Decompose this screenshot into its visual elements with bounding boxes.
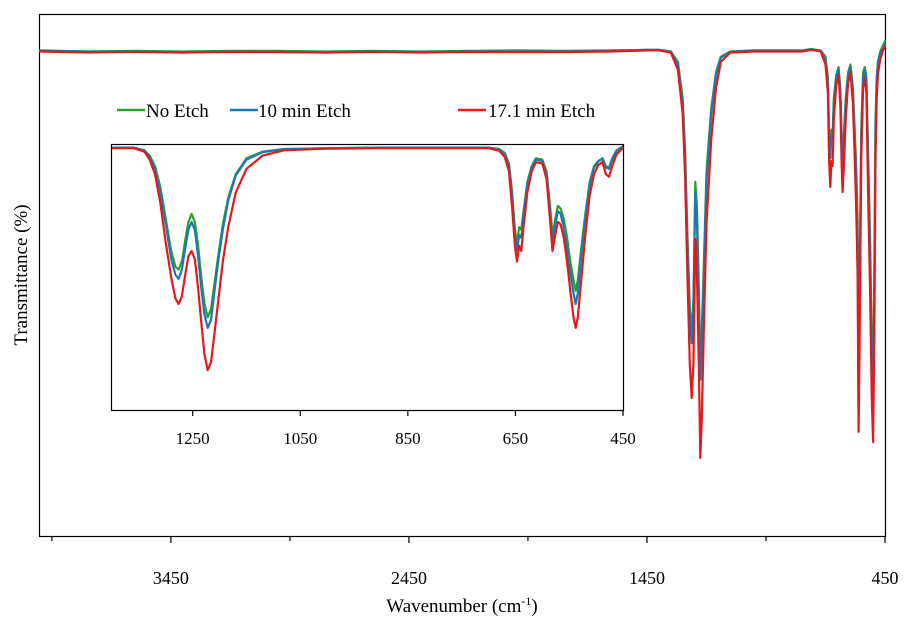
main-x-tick-label: 1450 bbox=[629, 568, 665, 588]
x-axis-label-suffix: ) bbox=[531, 596, 537, 617]
x-axis-label-main: Wavenumber (cm bbox=[386, 596, 521, 617]
legend-label-10-min-etch: 10 min Etch bbox=[258, 101, 351, 122]
x-axis-label: Wavenumber (cm-1) bbox=[386, 594, 537, 617]
legend-label-no-etch: No Etch bbox=[146, 101, 209, 122]
inset-x-tick-label: 850 bbox=[395, 429, 421, 448]
inset-x-tick-label: 650 bbox=[503, 429, 529, 448]
main-x-tick-label: 450 bbox=[872, 568, 899, 588]
inset-x-tick-label: 450 bbox=[610, 429, 636, 448]
main-x-tick-label: 2450 bbox=[391, 568, 427, 588]
main-x-tick-label: 3450 bbox=[153, 568, 189, 588]
legend-label-17-min-etch: 17.1 min Etch bbox=[488, 101, 596, 122]
y-axis-label: Transmittance (%) bbox=[11, 204, 32, 345]
inset-x-tick-label: 1050 bbox=[283, 429, 317, 448]
inset-x-tick-label: 1250 bbox=[176, 429, 210, 448]
x-axis-label-superscript: -1 bbox=[521, 594, 531, 608]
